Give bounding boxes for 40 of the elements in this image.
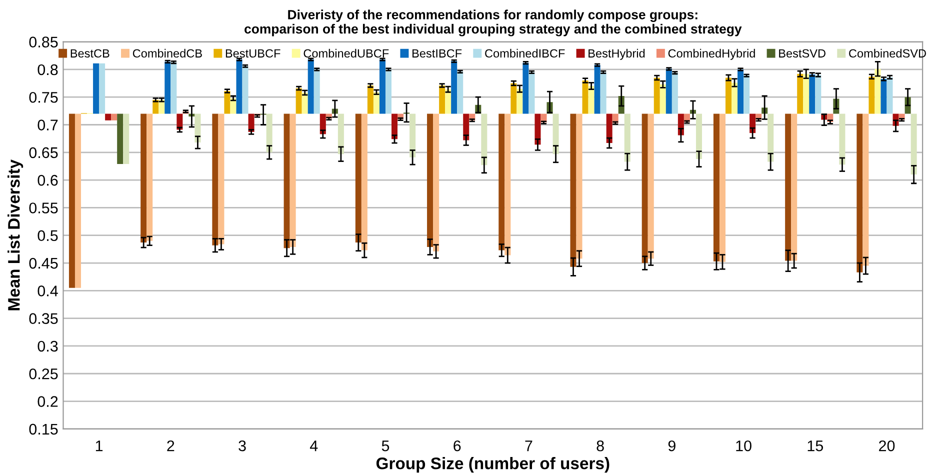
legend-label: CombinedUBCF — [304, 48, 389, 58]
x-tick-label: 10 — [736, 440, 752, 452]
y-tick-label: 0.55 — [29, 202, 58, 214]
legend-label: BestUBCF — [226, 49, 280, 58]
x-tick-label: 20 — [879, 440, 895, 452]
y-tick-label: 0.85 — [29, 36, 58, 48]
y-tick-label: 0.35 — [29, 313, 58, 324]
x-axis-title: Group Size (number of users) — [376, 457, 610, 473]
legend-label: BestHybrid — [588, 48, 645, 60]
legend-label: CombinedIBCF — [485, 48, 565, 58]
y-tick-label: 0.3 — [38, 340, 58, 352]
chart-title: Diveristy of the recommendations for randomly compose groups: comparison of the best individual grouping strategy and the combined strategy — [244, 10, 742, 36]
y-tick-label: 0.7 — [38, 120, 58, 130]
y-tick-label: 0.65 — [29, 147, 58, 158]
y-tick-label: 0.45 — [29, 258, 58, 269]
y-tick-label: 0.2 — [38, 396, 58, 407]
x-tick-label: 9 — [668, 440, 676, 452]
y-tick-label: 0.25 — [29, 368, 58, 380]
x-tick-label: 4 — [310, 440, 318, 452]
y-tick-label: 0.15 — [29, 424, 58, 435]
legend-label: CombinedHybrid — [668, 48, 755, 60]
y-tick-label: 0.75 — [29, 92, 58, 103]
x-tick-label: 6 — [454, 440, 461, 452]
legend-label: CombinedCB — [132, 48, 202, 58]
x-tick-label: 15 — [808, 440, 823, 452]
x-tick-label: 8 — [596, 440, 604, 452]
x-tick-label: 5 — [382, 440, 390, 452]
y-axis-title: Mean List Diversity — [8, 159, 24, 310]
legend-label: CombinedSVD — [849, 48, 926, 58]
y-tick-label: 0.6 — [38, 174, 58, 186]
x-tick-label: 3 — [238, 440, 246, 452]
x-tick-label: 7 — [525, 440, 532, 452]
y-tick-label: 0.4 — [38, 286, 58, 296]
x-tick-label: 1 — [96, 440, 103, 452]
x-tick-label: 2 — [167, 440, 174, 452]
y-tick-label: 0.8 — [38, 64, 58, 76]
legend-label: BestIBCF — [412, 49, 462, 58]
legend-label: BestSVD — [779, 49, 826, 58]
legend-label: BestCB — [70, 49, 110, 58]
y-tick-label: 0.5 — [38, 230, 58, 242]
